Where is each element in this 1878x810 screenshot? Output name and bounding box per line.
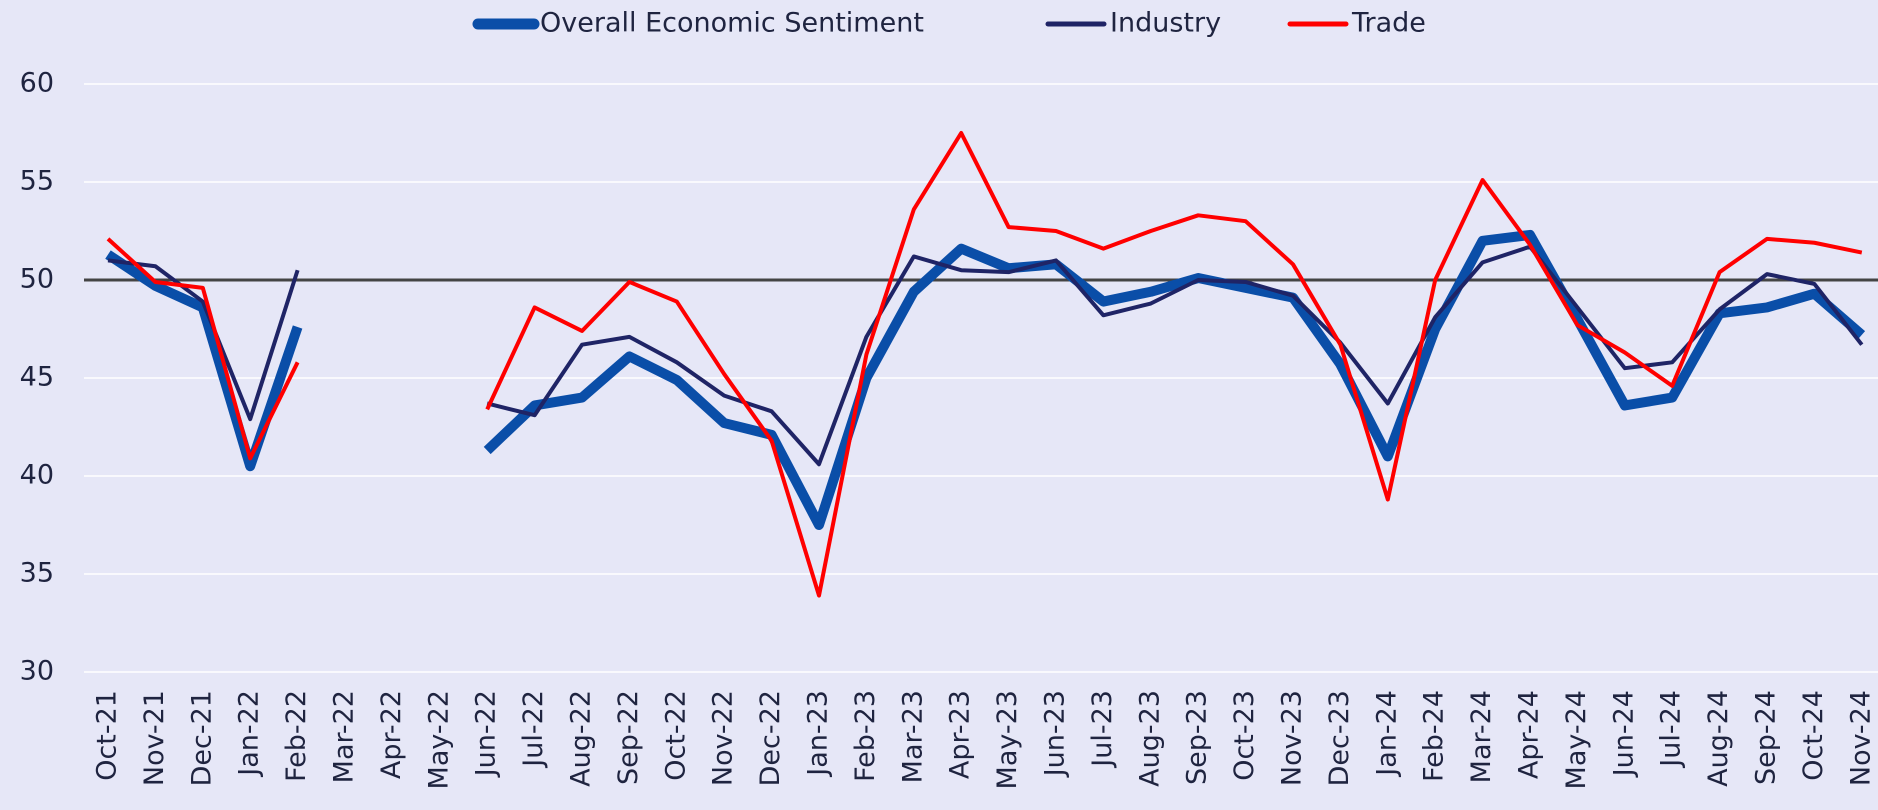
x-tick-label: Jul-24 [1656,690,1687,769]
x-tick-label: Dec-21 [186,690,217,786]
x-tick-label: Dec-23 [1324,690,1355,786]
x-tick-label: Apr-22 [376,690,407,779]
x-tick-label: Mar-24 [1466,690,1497,783]
x-tick-label: Oct-24 [1798,690,1829,781]
x-tick-label: May-22 [423,690,454,789]
legend-label: Overall Economic Sentiment [540,8,924,39]
x-tick-label: Jun-22 [471,690,502,778]
x-tick-label: May-23 [992,690,1023,789]
x-tick-label: Oct-22 [660,690,691,781]
x-tick-label: Nov-22 [708,690,739,786]
series-line [106,131,1863,598]
y-tick-label: 45 [20,362,54,393]
series-line [105,229,1866,530]
x-tick-label: Feb-24 [1419,690,1450,782]
x-tick-label: Mar-22 [329,690,360,783]
y-tick-label: 50 [20,264,54,295]
y-tick-label: 40 [20,460,54,491]
y-tick-label: 60 [20,68,54,99]
x-tick-label: Sep-24 [1751,690,1782,785]
x-tick-label: Dec-22 [755,690,786,786]
x-tick-label: Aug-23 [1134,690,1165,787]
x-tick-label: Nov-21 [139,690,170,786]
x-tick-label: Feb-23 [850,690,881,782]
x-tick-label: Jan-22 [234,690,265,778]
x-tick-label: Aug-22 [566,690,597,787]
x-tick-label: Jun-24 [1608,690,1639,778]
x-tick-label: Jun-23 [1040,690,1071,778]
x-tick-label: Apr-23 [945,690,976,779]
x-tick-label: Jul-22 [518,690,549,769]
x-tick-label: Sep-23 [1182,690,1213,785]
legend-label: Industry [1110,8,1221,39]
x-tick-label: Nov-23 [1277,690,1308,786]
legend-label: Trade [1351,8,1426,39]
x-tick-label: Apr-24 [1514,690,1545,779]
x-tick-label: Oct-21 [92,690,123,781]
x-tick-label: Jul-23 [1087,690,1118,769]
x-tick-label: Nov-24 [1845,690,1876,786]
x-tick-label: Feb-22 [281,690,312,782]
y-tick-label: 30 [20,656,54,687]
x-tick-label: Jan-24 [1371,690,1402,778]
x-tick-label: Jan-23 [803,690,834,778]
x-tick-label: Sep-22 [613,690,644,785]
y-tick-label: 35 [20,558,54,589]
series-line [107,244,1864,467]
x-tick-label: Oct-23 [1229,690,1260,781]
x-tick-label: Aug-24 [1703,690,1734,787]
x-tick-label: Mar-23 [897,690,928,783]
x-tick-label: May-24 [1561,690,1592,789]
y-tick-label: 55 [20,166,54,197]
